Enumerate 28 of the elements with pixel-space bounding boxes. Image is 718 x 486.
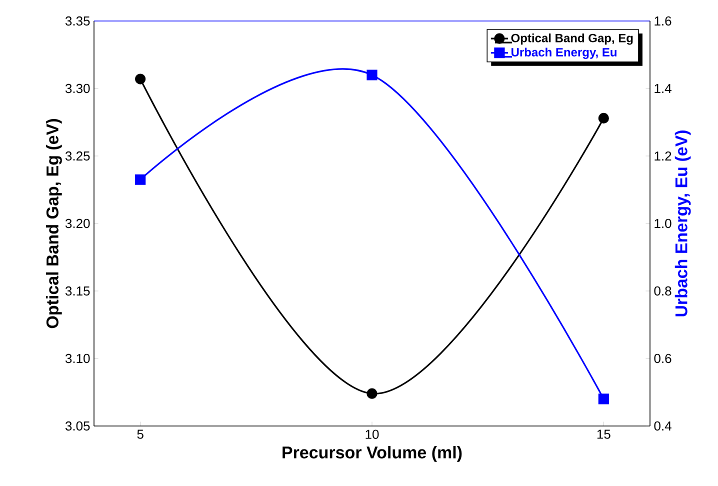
y2-tick-label: 0.6: [654, 354, 672, 364]
y-tick-label: 3.30: [65, 84, 90, 94]
y-tick-label: 3.05: [65, 421, 90, 431]
point: [135, 74, 146, 84]
y-tick-label: 3.20: [65, 218, 90, 228]
y2-tick-label: 1.4: [654, 84, 672, 93]
x-tick-label: 5: [137, 430, 144, 439]
y2-tick-label: 1.6: [654, 16, 672, 26]
y-tick-label: 3.25: [65, 151, 90, 161]
y-axis-title: Optical Band Gap, Eg (eV): [46, 119, 62, 328]
point: [598, 394, 609, 404]
legend-label: Urbach Energy, Eu: [512, 48, 616, 59]
y2-tick-label: 1.0: [654, 218, 672, 228]
point: [366, 388, 378, 399]
x-tick-label: 10: [366, 430, 379, 439]
point: [598, 112, 609, 124]
legend-label: Optical Band Gap, Eg: [511, 34, 633, 45]
y2-axis-title: Urbach Energy, Eu (eV): [674, 130, 691, 316]
y2-tick-label: 0.4: [654, 421, 672, 431]
point: [366, 70, 378, 80]
point: [135, 174, 146, 185]
y-tick-label: 3.35: [65, 16, 90, 26]
y-tick-label: 3.15: [65, 286, 90, 296]
y2-tick-label: 0.8: [654, 286, 672, 296]
x-axis-title: Precursor Volume (ml): [282, 446, 462, 462]
y-tick-label: 3.10: [65, 354, 90, 364]
y2-tick-label: 1.2: [654, 151, 672, 161]
x-tick-label: 15: [597, 430, 610, 439]
